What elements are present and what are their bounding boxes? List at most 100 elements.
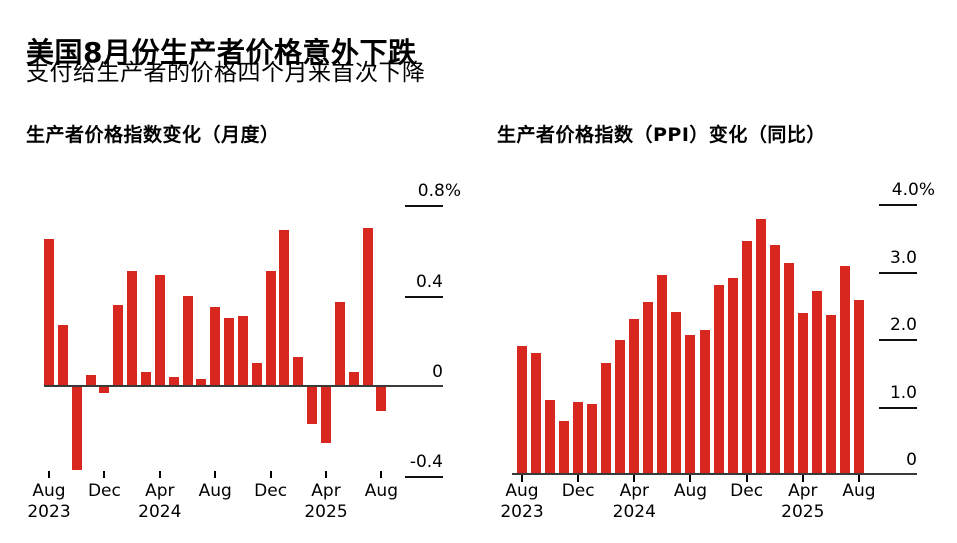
x-tick-label: Apr <box>788 481 818 501</box>
bar-oct-2024 <box>237 315 248 386</box>
bar-jun-2024 <box>657 274 668 474</box>
y-tick-label: 0.8% <box>417 181 461 202</box>
y-tick-label: 4.0% <box>891 180 935 200</box>
x-tick-label: Aug <box>198 481 232 501</box>
zero-axis-line <box>44 385 443 387</box>
bar-nov-2023 <box>559 421 570 474</box>
y-tick-line <box>879 271 917 274</box>
zero-axis-line <box>512 473 917 475</box>
x-tick-label: Aug <box>505 481 539 501</box>
bar-dec-2023 <box>99 386 110 393</box>
bar-apr-2025 <box>797 313 808 474</box>
x-year-label: 2024 <box>612 502 656 522</box>
x-tick-label: Dec <box>254 481 288 501</box>
x-tick-mark <box>577 475 580 482</box>
y-tick-label: 2.0 <box>889 315 917 335</box>
x-tick-mark <box>380 471 383 478</box>
x-year-label: 2025 <box>304 502 348 522</box>
y-tick-line <box>405 476 443 479</box>
yoy-ppi-bar-chart: 4.0% 3.0 2.0 1.0 0 Aug 2023 Dec Apr 2024 Aug Dec Apr… <box>497 170 957 543</box>
x-tick-label: Aug <box>673 481 708 501</box>
x-tick-mark <box>857 475 860 482</box>
y-tick-line <box>879 406 917 409</box>
y-tick-label: 3.0 <box>889 247 917 268</box>
bar-aug-2024 <box>210 306 221 386</box>
x-tick-mark <box>325 471 327 478</box>
x-year-label: 2024 <box>138 502 182 522</box>
bar-mar-2024 <box>140 372 151 386</box>
x-tick-mark <box>801 475 804 482</box>
x-tick-mark <box>269 471 272 478</box>
x-tick-label: Dec <box>730 481 764 501</box>
bar-sep-2023 <box>531 352 542 474</box>
bar-sep-2023 <box>57 324 68 386</box>
dek: 支付给生产者的价格四个月来首次下降 <box>26 60 426 86</box>
y-tick-line <box>405 205 443 208</box>
bar-apr-2025 <box>321 386 331 443</box>
y-tick-line <box>879 204 917 206</box>
x-tick-mark <box>158 471 161 478</box>
bar-nov-2024 <box>727 278 738 474</box>
x-tick-label: Dec <box>87 481 121 501</box>
bar-aug-2025 <box>853 299 864 474</box>
bar-dec-2023 <box>573 402 584 474</box>
bar-aug-2023 <box>517 345 527 474</box>
bar-aug-2023 <box>44 239 54 386</box>
bar-may-2025 <box>334 302 345 386</box>
monthly-ppi-bar-chart: 0.8% 0.4 0 -0.4 Aug 2023 Dec Apr 2024 Aug Dec Apr 20… <box>26 170 462 543</box>
y-tick-label: -0.4 <box>409 452 443 473</box>
x-tick-label: Aug <box>364 481 398 501</box>
x-tick-mark <box>521 475 523 482</box>
y-tick-line <box>405 295 443 298</box>
bar-nov-2024 <box>251 363 262 386</box>
bar-jul-2025 <box>839 266 850 474</box>
y-tick-line <box>879 339 917 341</box>
x-tick-label: Apr <box>311 481 341 501</box>
x-year-label: 2023 <box>27 502 71 522</box>
bar-feb-2025 <box>769 244 780 474</box>
x-tick-label: Aug <box>842 481 876 501</box>
x-tick-label: Apr <box>619 481 650 501</box>
bar-jul-2024 <box>671 312 682 474</box>
x-tick-mark <box>689 475 692 482</box>
bar-may-2024 <box>168 376 179 386</box>
y-tick-label: 0 <box>432 362 443 382</box>
bar-oct-2024 <box>713 285 724 474</box>
bar-apr-2024 <box>629 318 640 474</box>
bar-may-2024 <box>643 301 654 474</box>
bar-sep-2024 <box>224 318 235 386</box>
bar-dec-2024 <box>741 241 752 474</box>
x-year-label: 2025 <box>781 502 825 522</box>
bar-apr-2024 <box>154 275 165 386</box>
bar-feb-2025 <box>293 356 304 386</box>
bar-oct-2023 <box>545 399 556 474</box>
bar-jan-2025 <box>755 218 766 474</box>
bar-jul-2025 <box>362 227 373 386</box>
bar-jan-2025 <box>279 230 290 386</box>
headline: 美国8月份生产者价格意外下跌 <box>26 35 417 69</box>
yoy-chart-title: 生产者价格指数（PPI）变化（同比） <box>497 124 826 146</box>
x-tick-label: Dec <box>561 481 595 501</box>
bar-feb-2024 <box>601 363 612 474</box>
x-tick-mark <box>214 471 217 478</box>
y-tick-label: 1.0 <box>889 382 917 403</box>
x-tick-mark <box>745 475 748 482</box>
bar-aug-2024 <box>685 334 696 474</box>
bar-jun-2025 <box>825 315 836 474</box>
bar-aug-2025 <box>376 386 387 411</box>
bar-oct-2023 <box>71 386 82 470</box>
x-tick-label: Aug <box>32 481 66 501</box>
bar-jan-2024 <box>587 403 598 474</box>
bar-nov-2023 <box>85 374 96 386</box>
x-tick-mark <box>48 471 50 478</box>
monthly-chart-title: 生产者价格指数变化（月度） <box>26 124 280 146</box>
bar-sep-2024 <box>699 329 710 474</box>
bar-jul-2024 <box>196 379 207 386</box>
y-tick-label: 0.4 <box>415 271 443 292</box>
bar-may-2025 <box>811 291 822 474</box>
bar-jun-2024 <box>182 295 193 386</box>
x-tick-mark <box>633 475 636 482</box>
x-tick-mark <box>103 471 106 478</box>
x-year-label: 2023 <box>500 502 544 522</box>
